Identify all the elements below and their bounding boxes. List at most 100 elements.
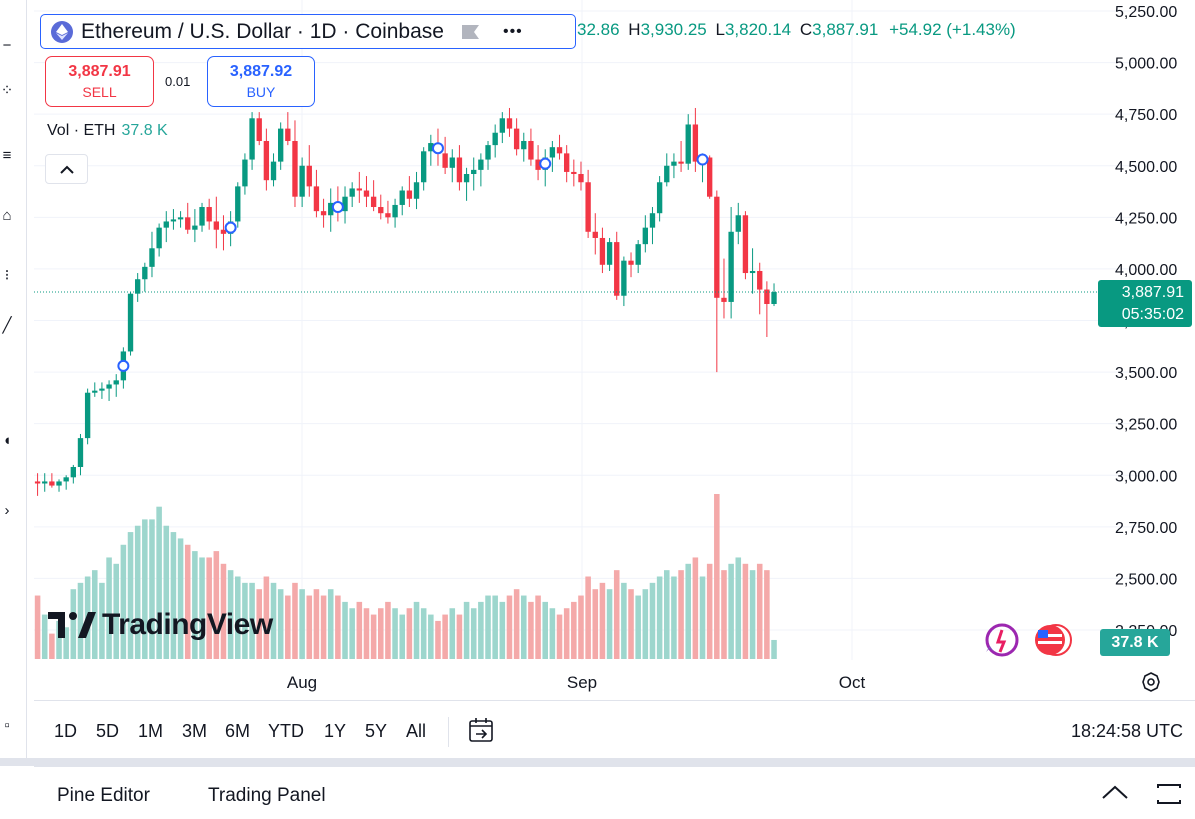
candle-body [213,221,219,230]
tab-trading-panel[interactable]: Trading Panel [208,785,326,806]
volume-bar [678,570,684,659]
candle-body [714,196,720,298]
volume-bar [385,601,391,659]
range-button-1d[interactable]: 1D [54,721,78,741]
candle-body [349,188,355,197]
y-axis-tick-label: 3,250.00 [1115,417,1177,434]
arrow-tool-icon[interactable]: › [4,502,10,519]
trendline-tool-icon[interactable]: ⁘ [0,82,14,99]
symbol-title[interactable]: Ethereum / U.S. Dollar · 1D · Coinbase [81,19,444,43]
close-value: 3,887.91 [812,20,879,39]
range-button-1m[interactable]: 1M [138,721,164,741]
crosshair-tool-icon[interactable]: − [2,37,12,54]
high-label: H [628,20,641,39]
candle-body [278,128,284,162]
change-value: +54.92 (+1.43%) [889,20,1016,39]
candle-body [106,384,112,389]
volume-bar [227,570,234,659]
candle-body [392,204,398,218]
volume-bar [563,608,570,659]
volume-bar [249,582,255,659]
time-range-bar: 1D 5D 1M 3M 6M YTD 1Y 5Y All 18:24:58 UT… [34,700,1195,758]
text-tool-icon[interactable]: ⁝ [4,267,10,284]
volume-bar [292,582,298,659]
candle-body [463,174,470,183]
y-axis-tick-label: 5,000.00 [1115,56,1177,73]
candle-body [685,124,691,164]
range-button-1y[interactable]: 1Y [324,721,347,741]
volume-bar [192,551,198,659]
candle-body [449,157,455,168]
candle-body [678,161,684,164]
candle-body [256,118,262,141]
tab-pine-editor[interactable]: Pine Editor [57,785,150,806]
volume-bar [649,582,656,659]
pattern-tool-icon[interactable]: ⌂ [2,207,12,224]
volume-bar [621,582,627,659]
more-tools-icon[interactable]: ▫ [4,717,10,734]
volume-bar [199,557,205,659]
settings-gear-icon[interactable] [1140,671,1162,693]
utc-clock[interactable]: 18:24:58 UTC [1070,721,1183,741]
volume-bar [771,639,777,659]
more-options-icon[interactable]: ••• [502,22,523,40]
candle-body [621,260,627,296]
fib-tool-icon[interactable]: ≡ [2,147,12,164]
volume-bar [542,601,548,659]
magnet-tool-icon[interactable]: ◖ [2,432,12,449]
volume-bar [99,582,105,659]
sell-button[interactable]: 3,887.91 SELL [45,56,154,107]
volume-bar [528,601,534,659]
candle-body [170,219,177,222]
bookmark-flag-icon[interactable] [461,24,479,39]
range-button-3m[interactable]: 3M [182,721,208,741]
candle-body [84,392,91,439]
range-button-ytd[interactable]: YTD [268,721,304,741]
volume-bar [56,620,62,659]
volume-bar [449,608,456,659]
candle-body [163,221,169,228]
volume-bar [556,614,563,659]
range-button-5y[interactable]: 5Y [365,721,388,741]
buy-button[interactable]: 3,887.92 BUY [207,56,315,107]
collapse-legend-button[interactable] [45,154,88,184]
volume-bar [764,570,770,659]
candle-body [564,153,570,172]
chart-pane[interactable]: 5,250.00 5,000.00 4,750.00 4,500.00 4,250.00… [34,0,1195,700]
volume-bar [163,525,170,659]
range-button-5d[interactable]: 5D [96,721,120,741]
volume-bar [106,557,112,659]
candle-body [742,215,749,274]
event-marker [331,201,344,214]
event-marker [696,153,709,166]
bar-countdown: 05:35:02 [1121,306,1184,323]
volume-bar [49,633,55,659]
price-chart[interactable]: 5,250.00 5,000.00 4,750.00 4,500.00 4,250.00… [34,0,1195,700]
candle-body [478,159,484,170]
candle-body [285,128,291,141]
candle-body [34,481,41,484]
candle-body [313,186,320,212]
symbol-legend[interactable]: Ethereum / U.S. Dollar · 1D · Coinbase •… [40,14,576,49]
tradingview-logo[interactable]: TradingView [48,608,273,642]
chevron-up-icon[interactable] [1100,781,1130,805]
candle-body [135,279,141,294]
volume-bar [235,576,241,659]
candle-body [113,380,119,385]
maximize-panel-icon[interactable] [1154,781,1184,807]
event-marker [539,157,552,170]
candle-body [635,244,641,265]
volume-bar [156,506,162,659]
volume-bar [184,544,191,659]
economic-events-flag-icon[interactable] [1032,622,1076,658]
go-to-date-icon[interactable] [466,715,496,745]
candle-body [185,217,191,230]
brush-tool-icon[interactable]: ╱ [2,317,12,334]
ai-sparkle-icon[interactable] [982,622,1022,658]
left-drawing-toolbar: − ⁘ ≡ ⌂ ⁝ ╱ ◖ › ▫ [0,0,27,760]
range-button-all[interactable]: All [406,721,427,741]
candle-body [492,132,498,146]
candle-body [556,147,563,154]
range-button-6m[interactable]: 6M [225,721,251,741]
volume-legend[interactable]: Vol · ETH 37.8 K [47,122,168,140]
